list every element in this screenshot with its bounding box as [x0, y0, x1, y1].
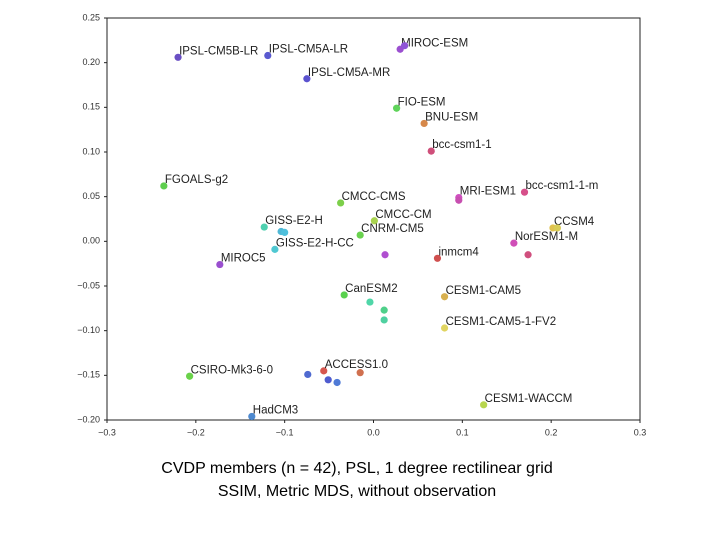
point	[333, 378, 341, 387]
point	[553, 224, 561, 232]
y-tick-label: −0.15	[77, 370, 100, 380]
point	[324, 376, 332, 384]
point	[216, 260, 224, 269]
point	[337, 199, 345, 207]
point	[340, 291, 348, 299]
point	[480, 401, 488, 409]
point	[380, 316, 388, 324]
point-label: IPSL-CM5B-LR	[179, 45, 258, 57]
x-tick-label: 0.3	[634, 427, 647, 437]
point	[320, 367, 328, 375]
y-tick-label: 0.25	[82, 12, 100, 22]
x-tick-label: −0.2	[187, 427, 205, 437]
point-label: FIO-ESM	[398, 96, 446, 108]
point-label: bcc-csm1-1-m	[526, 180, 599, 192]
point	[271, 245, 279, 253]
point	[304, 370, 312, 379]
point-label: IPSL-CM5A-MR	[308, 67, 390, 79]
y-tick-label: −0.20	[77, 414, 100, 424]
point-label: FGOALS-g2	[165, 174, 228, 186]
point-label: MIROC5	[221, 253, 266, 265]
point-label: CMCC-CMS	[342, 191, 406, 203]
point	[510, 239, 518, 247]
y-tick-label: −0.10	[77, 325, 100, 335]
point	[380, 306, 388, 314]
point	[370, 217, 378, 225]
point	[520, 188, 529, 196]
point-label: ACCESS1.0	[325, 359, 388, 371]
point-label: GISS-E2-H	[265, 215, 323, 227]
point	[455, 196, 463, 204]
point	[392, 104, 401, 112]
caption: SSIM, Metric MDS, without observation	[218, 483, 496, 500]
point	[356, 369, 364, 377]
point	[427, 147, 435, 155]
point-label: inmcm4	[438, 246, 479, 258]
x-tick-label: −0.3	[98, 427, 116, 437]
x-tick-label: 0.0	[367, 427, 380, 437]
point-label: GISS-E2-H-CC	[276, 237, 354, 249]
point-label: CESM1-CAM5-1-FV2	[446, 316, 557, 328]
point-label: CCSM4	[554, 216, 595, 228]
point-label: HadCM3	[253, 404, 298, 416]
point-label: MRI-ESM1	[460, 186, 516, 198]
point	[433, 254, 442, 262]
point	[160, 182, 168, 190]
y-tick-label: 0.20	[82, 57, 100, 67]
x-tick-label: −0.1	[276, 427, 294, 437]
caption: CVDP members (n = 42), PSL, 1 degree rec…	[161, 460, 552, 477]
point	[356, 231, 364, 239]
point	[400, 42, 409, 50]
point	[524, 251, 532, 259]
point-label: CSIRO-Mk3-6-0	[191, 364, 273, 376]
point-label: CMCC-CM	[375, 209, 431, 221]
y-tick-label: 0.00	[82, 236, 100, 246]
point	[260, 223, 268, 231]
point	[420, 119, 428, 128]
point-label: CanESM2	[345, 283, 397, 295]
point-label: NorESM1-M	[515, 231, 578, 243]
point	[303, 75, 311, 83]
point	[248, 412, 256, 421]
y-tick-label: 0.05	[82, 191, 100, 201]
point-label: CNRM-CM5	[361, 223, 424, 235]
point	[381, 251, 389, 259]
y-tick-label: 0.15	[82, 102, 100, 112]
point-label: MIROC-ESM	[401, 37, 468, 49]
point-label: CESM1-CAM5	[446, 285, 521, 297]
point-label: CESM1-WACCM	[485, 393, 573, 405]
point	[281, 228, 289, 236]
y-tick-label: 0.10	[82, 146, 100, 156]
point	[186, 372, 194, 380]
point	[440, 324, 449, 332]
y-tick-label: −0.05	[77, 280, 100, 290]
point-label: IPSL-CM5A-LR	[269, 44, 348, 56]
point-label: bcc-csm1-1	[432, 139, 491, 151]
point	[264, 51, 272, 60]
x-tick-label: 0.2	[545, 427, 558, 437]
point	[440, 293, 449, 301]
x-tick-label: 0.1	[456, 427, 469, 437]
point	[366, 298, 374, 306]
point	[174, 53, 182, 61]
point-label: BNU-ESM	[425, 111, 478, 123]
